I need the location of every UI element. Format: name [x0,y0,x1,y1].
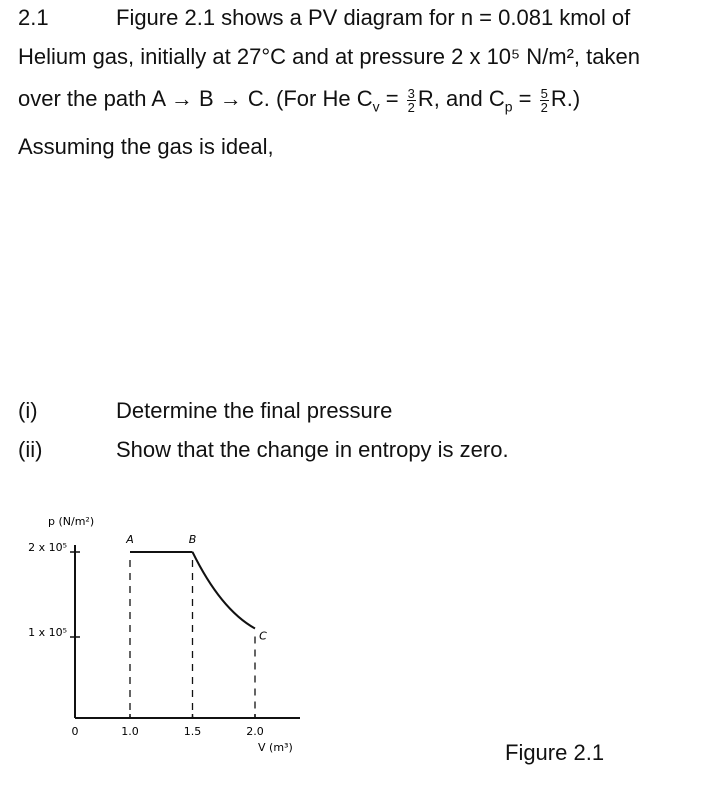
question-label: (i) [18,398,38,423]
y-tick-label: 2 x 10⁵ [28,541,67,554]
text: = [379,86,405,111]
question-text: Determine the final pressure [116,398,393,423]
figure-caption: Figure 2.1 [505,740,605,765]
problem-number: 2.1 [18,5,49,30]
text: = [512,86,538,111]
y-axis-label: p (N/m²) [48,515,94,528]
y-tick-label: 1 x 10⁵ [28,626,67,639]
x-tick-label: 2.0 [246,725,264,738]
point-label: C [259,630,267,643]
text: R, and C [417,86,505,111]
text-line: Assuming the gas is ideal, [18,134,274,159]
x-axis-label: V (m³) [258,741,293,754]
x-tick-label: 0 [72,725,79,738]
subscript: p [504,98,513,115]
path-bc [191,551,256,630]
denominator: 2 [407,99,415,115]
text-line: Helium gas, initially at 27°C and at pre… [18,44,640,69]
x-tick-label: 1.0 [121,725,139,738]
point-label: A [125,533,134,546]
text: R.) [550,86,581,111]
denominator: 2 [540,99,548,115]
question-label: (ii) [18,437,43,462]
text-line: Figure 2.1 shows a PV diagram for n = 0.… [116,5,631,30]
numerator: 5 [539,85,549,101]
question-text: Show that the change in entropy is zero. [116,437,509,462]
subscript: v [372,98,380,115]
x-tick-label: 1.5 [184,725,202,738]
text: over the path A → B → C. (For He C [18,86,373,111]
point-label: B [189,533,197,546]
numerator: 3 [406,85,416,101]
